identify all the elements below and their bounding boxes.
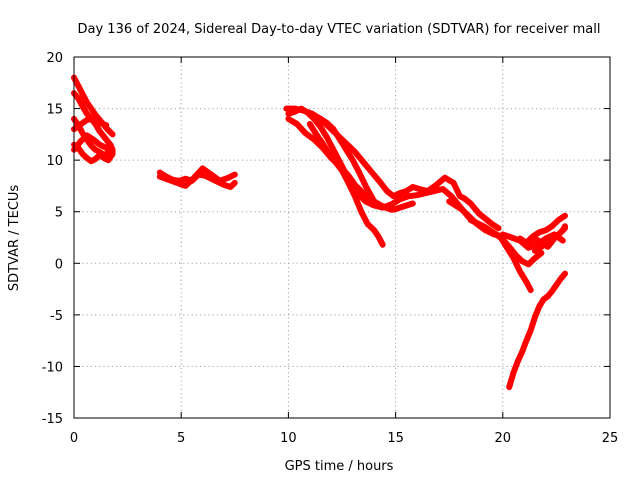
y-axis-label: SDTVAR / TECUs bbox=[7, 185, 22, 292]
series-track-18 bbox=[517, 212, 568, 246]
series-track-12 bbox=[306, 121, 386, 248]
x-tick-label: 5 bbox=[177, 431, 185, 446]
plot-frame bbox=[73, 56, 611, 419]
y-tick-label: -10 bbox=[42, 360, 63, 375]
chart-title: Day 136 of 2024, Sidereal Day-to-day VTE… bbox=[78, 22, 601, 37]
series-track-20 bbox=[506, 270, 568, 391]
series-track-5 bbox=[71, 141, 116, 165]
y-tick-label: 0 bbox=[55, 257, 63, 272]
y-tick-label: 15 bbox=[46, 103, 63, 118]
x-axis-label: GPS time / hours bbox=[285, 459, 394, 474]
x-tick-label: 0 bbox=[70, 431, 78, 446]
x-tick-label: 25 bbox=[602, 431, 619, 446]
series-track-6 bbox=[71, 132, 116, 155]
y-tick-label: 5 bbox=[55, 206, 63, 221]
x-tick-label: 10 bbox=[280, 431, 297, 446]
series-track-11 bbox=[285, 115, 416, 213]
y-tick-label: 20 bbox=[46, 51, 63, 66]
y-tick-label: 10 bbox=[46, 154, 63, 169]
x-tick-label: 20 bbox=[495, 431, 512, 446]
y-tick-label: -5 bbox=[50, 309, 63, 324]
series-track-15 bbox=[467, 217, 545, 268]
series-track-4 bbox=[71, 115, 110, 133]
y-tick-label: -15 bbox=[42, 412, 63, 427]
axis-ticks bbox=[73, 56, 611, 419]
series-track-8 bbox=[156, 165, 238, 189]
grid-lines bbox=[74, 57, 610, 418]
series-track-13 bbox=[317, 115, 395, 213]
series-group bbox=[71, 74, 568, 391]
x-tick-label: 15 bbox=[387, 431, 404, 446]
series-track-19 bbox=[532, 223, 568, 254]
